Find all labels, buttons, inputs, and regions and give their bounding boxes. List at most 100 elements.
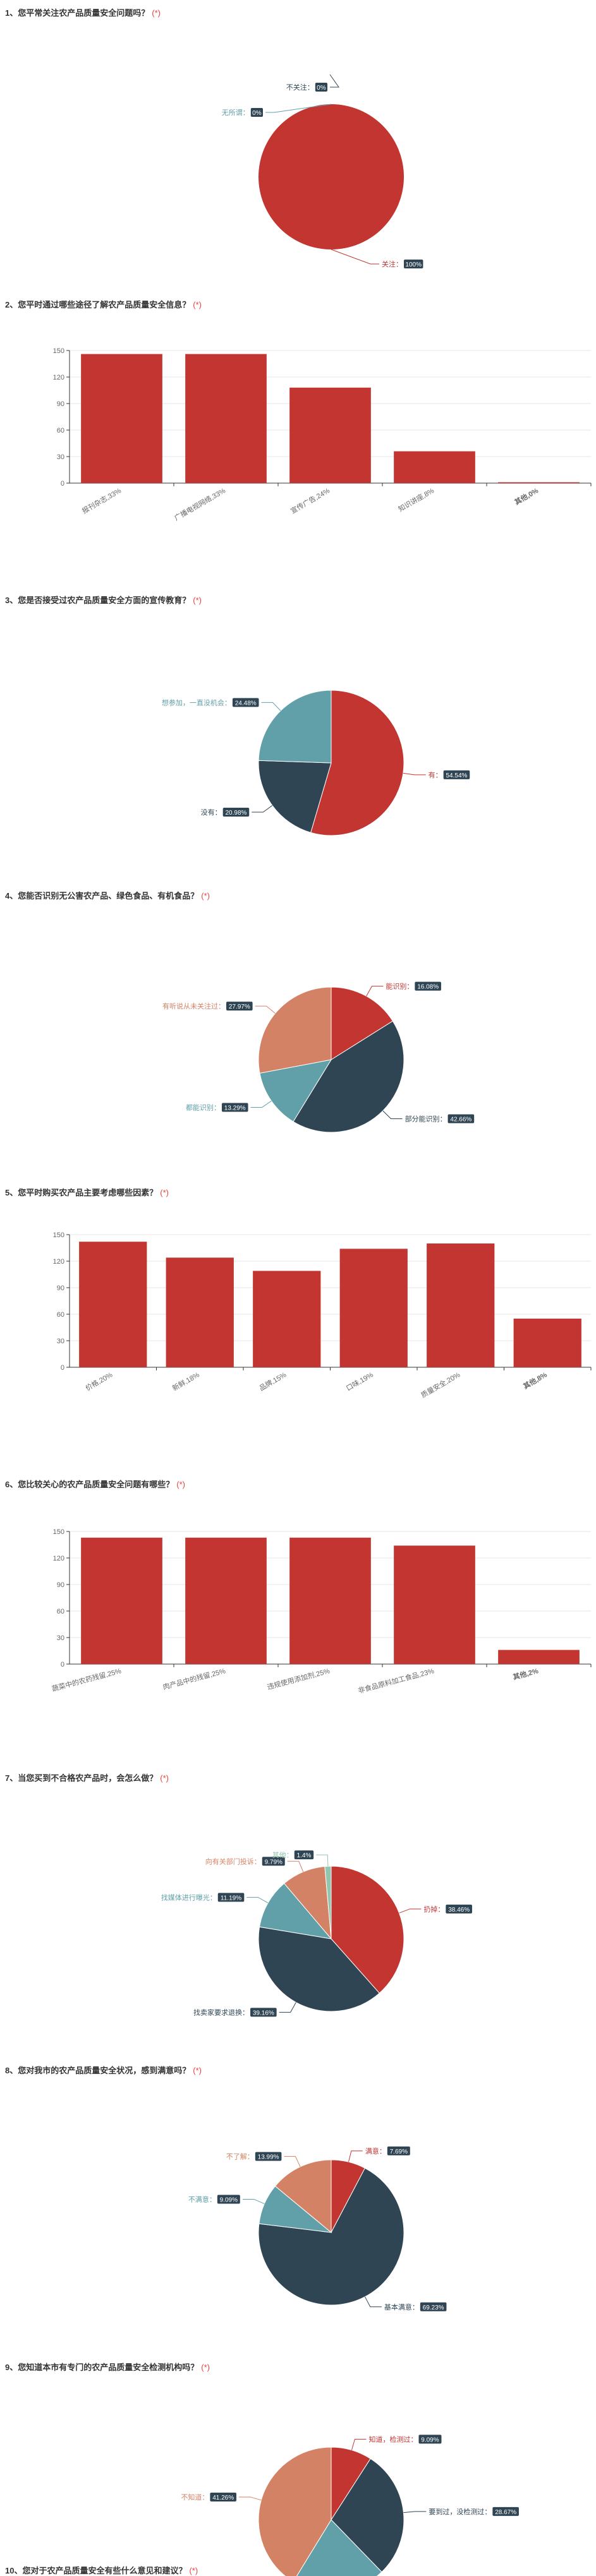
pie-label-line xyxy=(287,1860,304,1872)
bar[interactable] xyxy=(339,1249,408,1367)
x-tick-label: 其他,0% xyxy=(513,486,540,506)
pie-value-box xyxy=(294,1850,314,1860)
pie-slice-label: 无所谓 xyxy=(222,109,243,117)
pie-slice[interactable] xyxy=(258,2167,404,2306)
pie-slice[interactable] xyxy=(331,1866,404,1994)
pie-slice-label: 扔掉 xyxy=(423,1905,437,1914)
pie-label-line xyxy=(284,2156,301,2167)
bar[interactable] xyxy=(498,1650,580,1664)
bar[interactable] xyxy=(394,1545,475,1664)
pie-slice[interactable] xyxy=(258,104,404,249)
pie-label-separator: ： xyxy=(307,84,314,92)
pie-slice-percent: 41.26% xyxy=(212,2495,234,2501)
bar[interactable] xyxy=(166,1257,234,1367)
pie-label-line xyxy=(246,1896,269,1903)
x-tick-label: 其他,2% xyxy=(512,1666,539,1681)
required-marker: (*) xyxy=(189,2566,198,2575)
chart-question-7: 扔掉： 38.46%找卖家要求退换： 39.16%找媒体进行曝光： 11.19%向有关… xyxy=(161,1850,472,2017)
question-text: 5、您平时购买农产品主要考虑哪些因素？ xyxy=(5,1188,158,1197)
y-tick-label: 90 xyxy=(57,400,64,408)
pie-slice[interactable] xyxy=(258,1926,380,2012)
bar[interactable] xyxy=(394,451,475,483)
pie-value-box xyxy=(387,2146,410,2155)
bar[interactable] xyxy=(81,1537,162,1664)
y-tick-label: 60 xyxy=(57,1608,64,1615)
pie-label-separator: ： xyxy=(379,2148,386,2155)
question-text: 8、您对我市的农产品质量安全状况，感到满意吗？ xyxy=(5,2066,191,2075)
pie-label-line xyxy=(403,772,426,776)
pie-label-separator: ： xyxy=(209,2196,216,2203)
pie-slice[interactable] xyxy=(331,2458,404,2573)
question-title-7: 7、当您买到不合格农产品时，会怎么做？ (*) xyxy=(5,1771,169,1783)
question-title-8: 8、您对我市的农产品质量安全状况，感到满意吗？ (*) xyxy=(5,2064,202,2076)
pie-slice-percent: 38.46% xyxy=(448,1907,470,1914)
pie-value-box xyxy=(446,1904,472,1914)
question-title-3: 3、您是否接受过农产品质量安全方面的宣传教育？ (*) xyxy=(5,594,202,606)
y-tick-label: 120 xyxy=(53,1555,64,1562)
pie-label-line xyxy=(351,2438,367,2450)
pie-label-separator: ： xyxy=(243,109,250,117)
pie-slice[interactable] xyxy=(258,2447,332,2576)
y-tick-label: 120 xyxy=(53,1258,64,1266)
required-marker: (*) xyxy=(160,1188,169,1197)
chart-question-8: 满意： 7.69%基本满意： 69.23%不满意： 9.09%不了解： 13.99% xyxy=(188,2146,447,2311)
pie-slice[interactable] xyxy=(331,986,394,1060)
bar[interactable] xyxy=(253,1271,321,1367)
pie-value-box xyxy=(447,1114,475,1123)
pie-label-separator: ： xyxy=(218,1003,225,1010)
x-tick-label: 宣传广告,24% xyxy=(289,486,331,515)
pie-label-separator: ： xyxy=(215,809,222,817)
bar[interactable] xyxy=(289,1537,371,1664)
pie-label-separator: ： xyxy=(410,2436,417,2443)
y-tick-label: 60 xyxy=(57,1311,64,1319)
x-tick-label: 非食品原料加工食品,23% xyxy=(357,1666,435,1695)
pie-value-box xyxy=(232,698,259,707)
bar[interactable] xyxy=(185,1537,267,1664)
required-marker: (*) xyxy=(152,8,161,18)
pie-slice[interactable] xyxy=(258,986,332,1074)
x-tick-label: 口味,19% xyxy=(344,1370,374,1393)
pie-value-box xyxy=(415,981,441,991)
pie-slice[interactable] xyxy=(258,760,332,833)
pie-label-line xyxy=(252,805,273,813)
pie-value-box xyxy=(217,2195,240,2204)
bar[interactable] xyxy=(498,482,580,483)
pie-label-separator: ： xyxy=(484,2508,491,2516)
bar[interactable] xyxy=(79,1242,147,1367)
pie-slice[interactable] xyxy=(258,690,332,764)
x-tick-label: 质量安全,20% xyxy=(419,1370,461,1399)
pie-slice[interactable] xyxy=(293,1021,404,1133)
y-tick-label: 30 xyxy=(57,453,64,461)
chart-question-3: 有： 54.54%没有： 20.98%想参加，一直没机会： 24.48% xyxy=(162,690,470,836)
pie-label-separator: ： xyxy=(242,2009,249,2016)
x-tick-label: 广播电视网络,33% xyxy=(173,486,227,522)
chart-question-2: 0 30 60 90 120 150 报刊杂志,33% 广播电视网络,33% 宣传广告,24% 知… xyxy=(53,347,592,522)
question-title-4: 4、您能否识别无公害农产品、绿色食品、有机食品？ (*) xyxy=(5,889,210,901)
bar[interactable] xyxy=(513,1319,581,1367)
bar[interactable] xyxy=(289,387,371,483)
pie-label-line xyxy=(316,1854,329,1867)
pie-slice-label: 部分能识别 xyxy=(405,1115,440,1123)
pie-slice[interactable] xyxy=(259,1059,332,1122)
pie-slice-percent: 28.67% xyxy=(495,2509,516,2516)
pie-label-line xyxy=(250,1100,272,1108)
pie-slice-percent: 100% xyxy=(405,261,422,268)
x-tick-label: 违规使用添加剂,25% xyxy=(266,1666,331,1691)
pie-slice-percent: 24.48% xyxy=(235,700,257,707)
pie-slice[interactable] xyxy=(310,690,404,836)
bar[interactable] xyxy=(427,1243,495,1367)
pie-value-box xyxy=(418,2435,442,2444)
pie-label-line xyxy=(261,702,281,711)
pie-label-line xyxy=(403,2511,427,2513)
pie-slice-label: 知道，检测过 xyxy=(368,2435,410,2443)
pie-slice-label: 能识别 xyxy=(386,982,406,991)
pie-slice[interactable] xyxy=(293,2519,382,2576)
y-tick-label: 30 xyxy=(57,1338,64,1345)
pie-label-separator: ： xyxy=(406,983,413,991)
pie-slice-label: 不了解 xyxy=(226,2152,247,2161)
pie-value-box xyxy=(420,2302,447,2311)
y-tick-label: 0 xyxy=(61,1661,64,1668)
bar[interactable] xyxy=(185,354,267,483)
pie-slice-label: 不关注 xyxy=(286,83,307,92)
bar[interactable] xyxy=(81,354,162,483)
